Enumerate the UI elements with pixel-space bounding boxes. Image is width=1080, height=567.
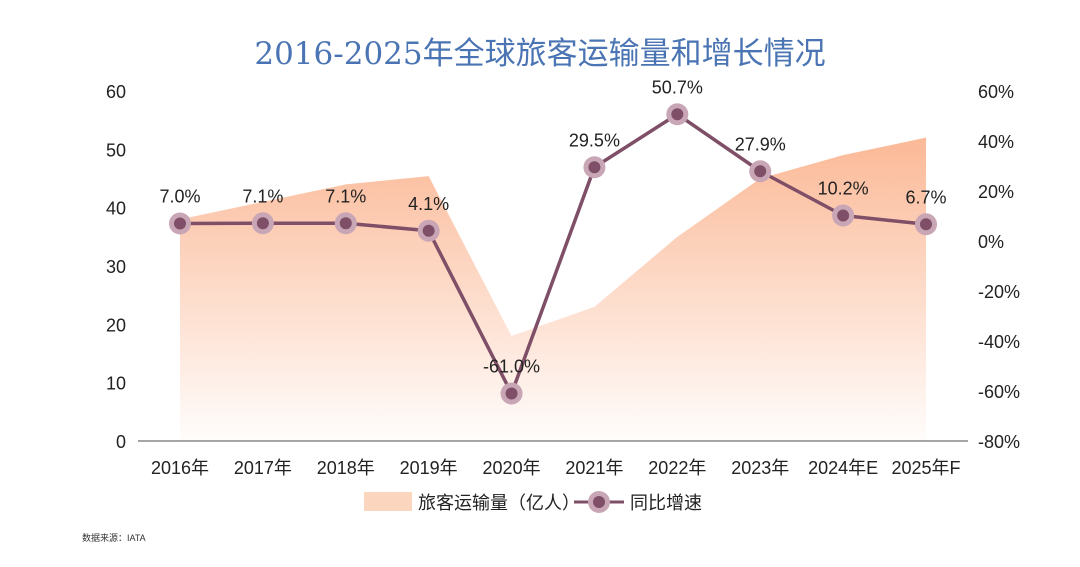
x-tick-label: 2016年 [151,458,209,478]
data-label: 7.1% [242,186,283,206]
data-label: 10.2% [818,179,869,199]
line-growth-rate [179,112,927,396]
y-left-tick-label: 20 [106,315,126,335]
y-right-tick-label: 20% [978,182,1014,202]
data-label: 27.9% [735,134,786,154]
growth-rate-point [754,165,767,178]
growth-rate-point [588,161,601,174]
y-right-tick-label: 0% [978,232,1004,252]
x-tick-label: 2025年F [891,458,960,478]
line-series-layer: 7.0% 7.1% 7.1% 4.1% -61.0% 29.5% 50.7% 27.9% 10.… [159,77,947,405]
growth-rate-point [671,108,684,121]
y-right-tick-label: -80% [978,432,1020,452]
x-tick-label: 2017年 [234,458,292,478]
y-left-tick-label: 0 [116,432,126,452]
x-tick-label: 2019年 [400,458,458,478]
x-axis-labels: 2016年 2017年 2018年 2019年 2020年 2021年 2022年 2023年… [151,458,961,478]
data-label: 6.7% [905,187,946,207]
data-label: 29.5% [569,130,620,150]
data-label: 7.0% [159,187,200,207]
data-label: 50.7% [652,77,703,97]
growth-rate-point [505,387,518,400]
legend-label-growth-rate: 同比增速 [630,493,702,513]
x-tick-label: 2018年 [317,458,375,478]
growth-rate-point [174,217,186,230]
data-label: -61.0% [483,357,540,377]
legend-label-passenger-volume: 旅客运输量（亿人） [418,493,580,513]
area-series-layer [180,137,926,441]
y-right-tick-label: -40% [978,332,1020,352]
legend-marker-growth-rate [593,496,605,508]
legend: 旅客运输量（亿人） 同比增速 [364,491,702,513]
area-passenger-volume [180,137,926,441]
data-label: 7.1% [325,186,366,206]
growth-rate-point [256,217,269,230]
x-tick-label: 2024年E [808,458,878,478]
y-axis-right: -80% -60% -40% -20% 0% 20% 40% 60% [978,82,1020,452]
x-tick-label: 2020年 [483,458,541,478]
growth-rate-point [837,209,850,222]
y-right-tick-label: -60% [978,382,1020,402]
y-right-tick-label: 40% [978,132,1014,152]
y-right-tick-label: -20% [978,282,1020,302]
data-label: 4.1% [408,194,449,214]
y-axis-left: 0 10 20 30 40 50 60 [106,82,126,452]
growth-rate-point [339,217,352,230]
growth-rate-point [422,224,435,237]
chart-title: 2016-2025年全球旅客运输量和增长情况 [254,36,825,72]
legend-swatch-passenger-volume [364,492,412,511]
x-tick-label: 2022年 [648,458,706,478]
source-note: 数据来源：IATA [82,532,146,543]
x-tick-label: 2021年 [565,458,623,478]
y-left-tick-label: 60 [106,82,126,102]
y-left-tick-label: 10 [106,374,126,394]
y-left-tick-label: 40 [106,199,126,219]
growth-rate-point [920,218,932,231]
x-tick-label: 2023年 [731,458,789,478]
y-left-tick-label: 50 [106,140,126,160]
y-right-tick-label: 60% [978,82,1014,102]
y-left-tick-label: 30 [106,257,126,277]
